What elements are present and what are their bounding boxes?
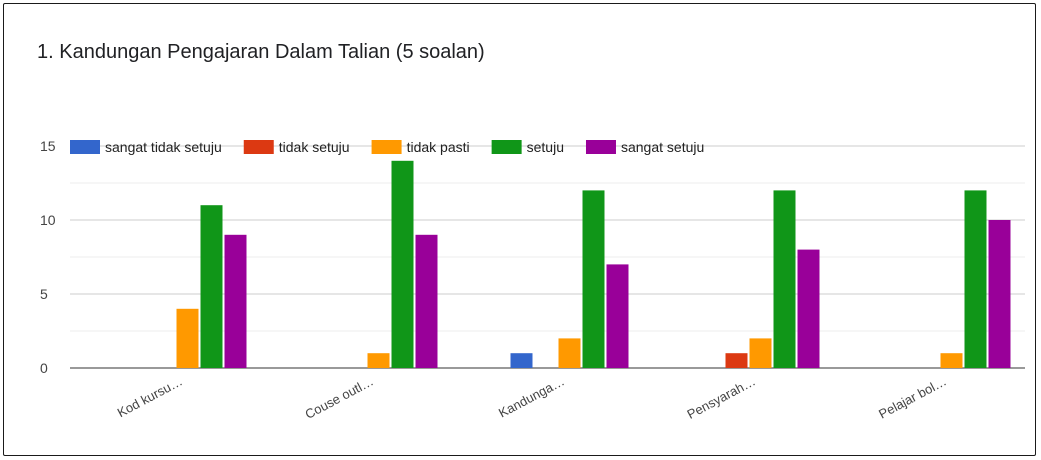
- legend-label: tidak pasti: [407, 139, 470, 155]
- x-category-label: Kandunga…: [496, 373, 567, 420]
- y-tick-label: 0: [40, 360, 48, 376]
- bar: [964, 190, 987, 368]
- y-tick-label: 15: [40, 138, 56, 154]
- bar: [200, 205, 223, 368]
- bar: [582, 190, 605, 368]
- bar: [797, 249, 820, 368]
- y-tick-label: 10: [40, 212, 56, 228]
- bar: [367, 353, 390, 368]
- legend-swatch: [243, 140, 274, 154]
- x-axis-labels: Kod kursu… Couse outl… Kandunga… Pensyarah……: [115, 373, 949, 422]
- bar: [773, 190, 796, 368]
- legend-swatch: [585, 140, 616, 154]
- bar: [725, 353, 748, 368]
- legend-swatch: [491, 140, 522, 154]
- chart-title: 1. Kandungan Pengajaran Dalam Talian (5 …: [37, 41, 485, 63]
- x-category-label: Couse outl…: [303, 373, 376, 422]
- x-category-label: Pelajar bol…: [876, 373, 949, 421]
- legend-label: sangat setuju: [621, 139, 704, 155]
- x-category-label: Kod kursu…: [115, 373, 185, 420]
- legend-swatch: [371, 140, 402, 154]
- legend-label: setuju: [527, 139, 564, 155]
- bar: [224, 234, 247, 368]
- y-tick-label: 5: [40, 286, 48, 302]
- bar: [510, 353, 533, 368]
- bar: [606, 264, 629, 368]
- bars: [176, 160, 1011, 368]
- x-category-label: Pensyarah…: [685, 373, 758, 422]
- bar: [558, 338, 581, 368]
- bar: [391, 160, 414, 368]
- bar: [940, 353, 963, 368]
- chart-card: [3, 3, 1036, 456]
- legend-label: sangat tidak setuju: [105, 139, 222, 155]
- bar: [749, 338, 772, 368]
- y-axis-ticks: 0 5 10 15: [40, 138, 56, 376]
- bar: [176, 308, 199, 368]
- legend-label: tidak setuju: [279, 139, 350, 155]
- legend-swatch: [70, 140, 100, 154]
- bar: [988, 220, 1011, 368]
- bar: [415, 234, 438, 368]
- legend: sangat tidak setuju tidak setuju tidak pas…: [70, 139, 704, 155]
